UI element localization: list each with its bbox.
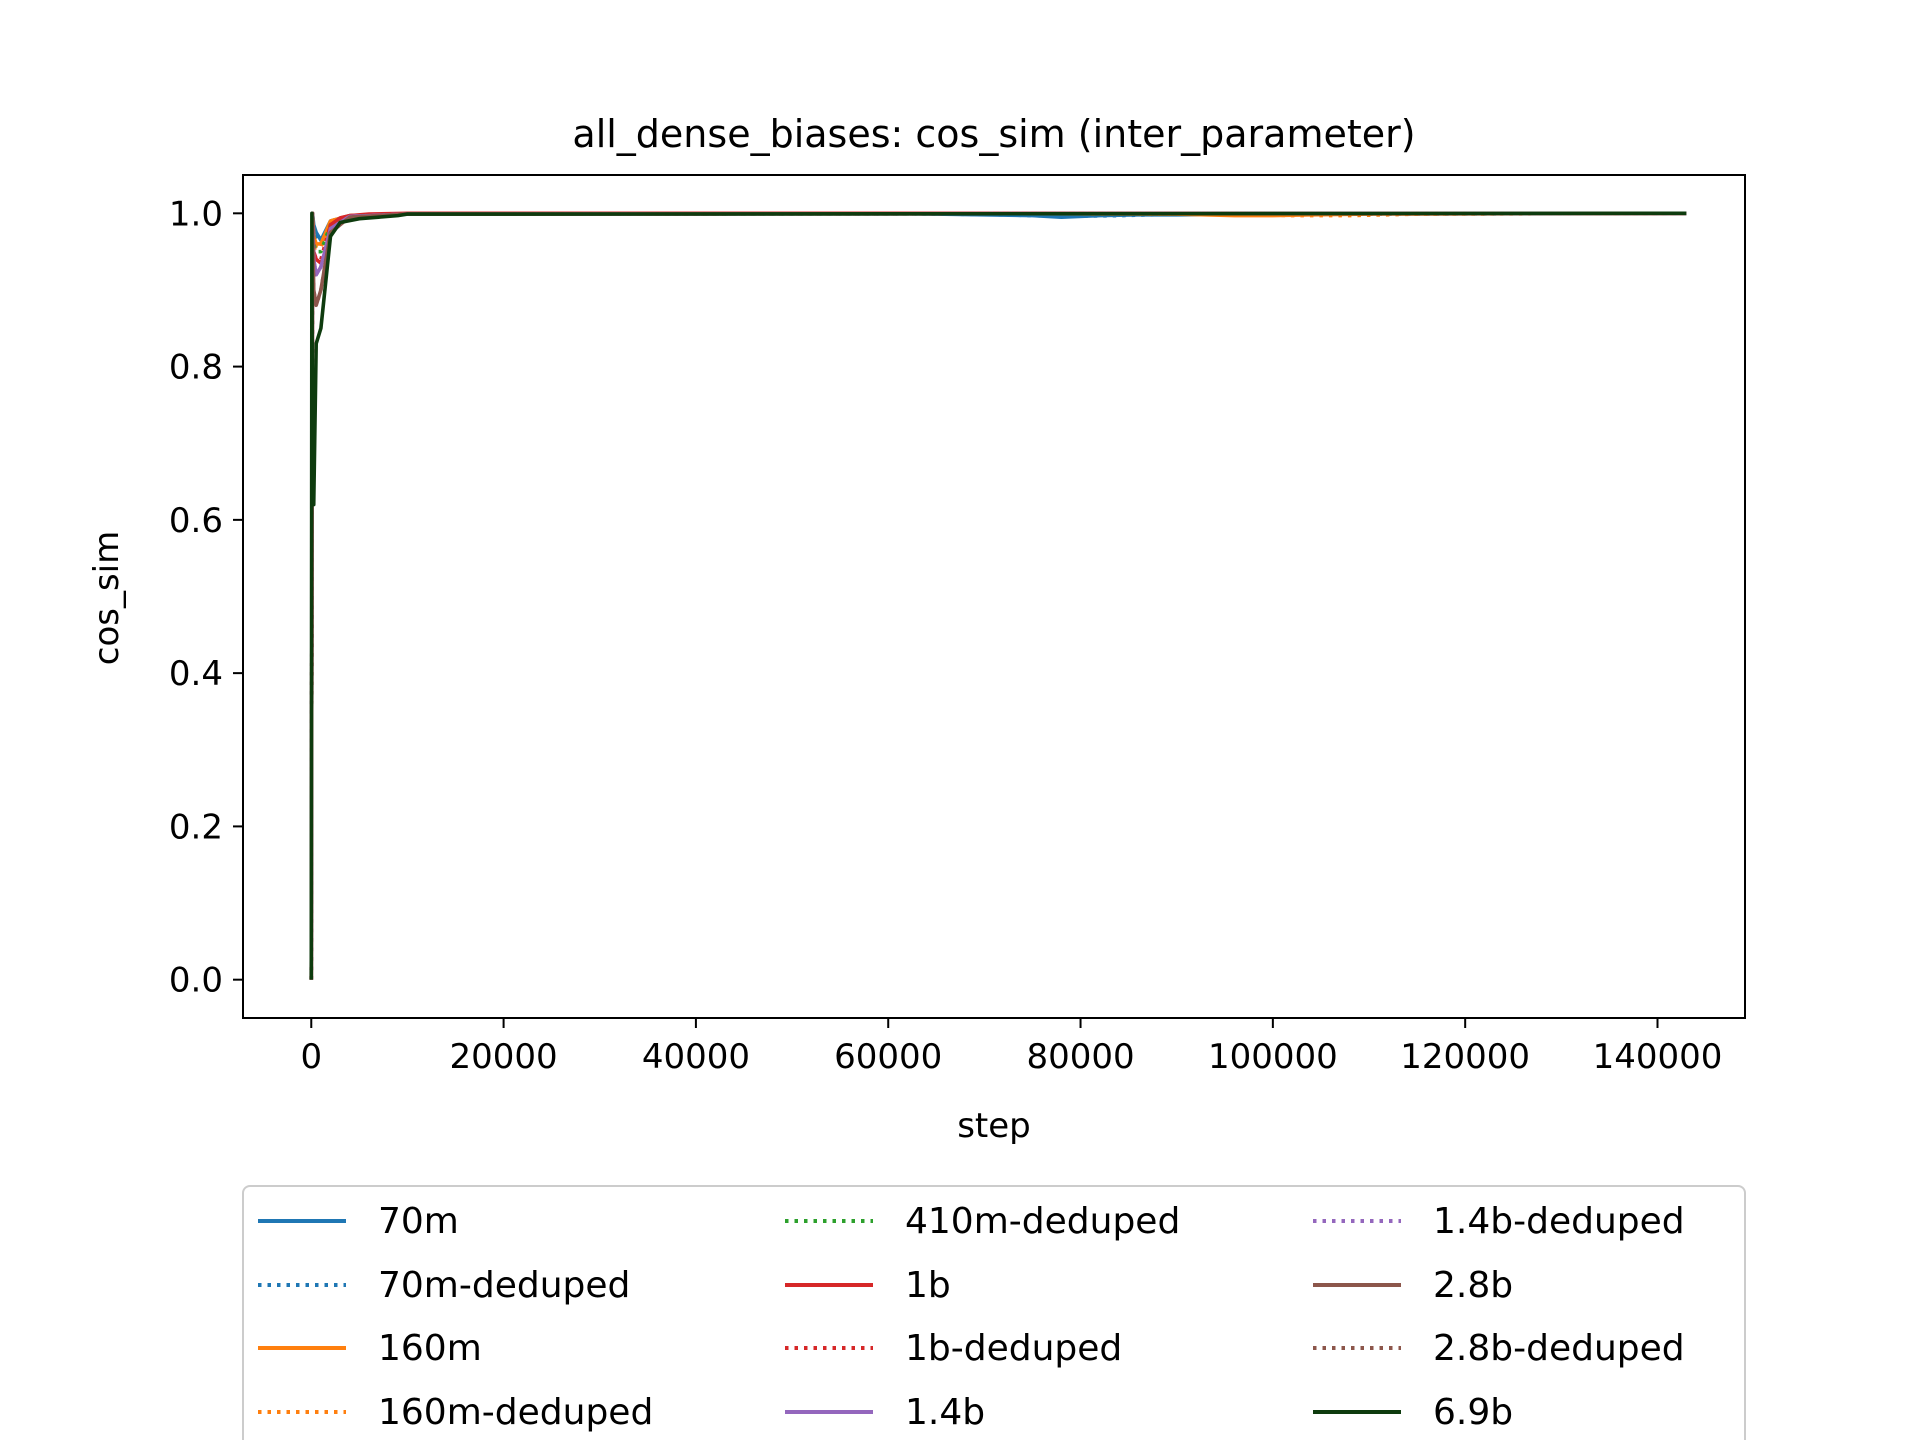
legend-label: 70m-deduped	[378, 1265, 630, 1306]
legend-item: 1b	[785, 1265, 951, 1306]
legend-label: 2.8b-deduped	[1433, 1328, 1685, 1369]
y-tick-label: 0.2	[169, 807, 223, 847]
x-tick-label: 100000	[1208, 1037, 1338, 1077]
legend-label: 70m	[378, 1201, 459, 1242]
plot-frame	[242, 174, 1746, 1019]
legend-label: 1b	[905, 1265, 951, 1306]
legend-item: 2.8b-deduped	[1313, 1328, 1685, 1369]
y-tick-label: 0.4	[169, 654, 223, 694]
x-tick-label: 80000	[1026, 1037, 1134, 1077]
legend-label: 1b-deduped	[905, 1328, 1122, 1369]
legend-frame	[242, 1185, 1746, 1444]
legend-item: 2.8b	[1313, 1265, 1513, 1306]
legend-label: 1.4b	[905, 1392, 985, 1433]
legend-item: 1b-deduped	[785, 1328, 1122, 1369]
legend-item: 6.9b	[1313, 1392, 1513, 1433]
legend-label: 410m-deduped	[905, 1201, 1180, 1242]
y-tick-label: 1.0	[169, 194, 223, 234]
y-tick-label: 0.8	[169, 348, 223, 388]
x-tick-label: 140000	[1593, 1037, 1723, 1077]
legend-item: 160m	[258, 1328, 482, 1369]
y-axis-label: cos_sim	[87, 531, 127, 666]
series-lines	[309, 211, 1687, 980]
y-axis: 0.0 0.2 0.4 0.6 0.8 1.0	[169, 194, 243, 1001]
legend-item: 1.4b	[785, 1392, 985, 1433]
legend-item: 160m-deduped	[258, 1392, 653, 1433]
y-tick-label: 0.0	[169, 961, 223, 1001]
legend-label: 1.4b-deduped	[1433, 1201, 1685, 1242]
y-tick-label: 0.6	[169, 501, 223, 541]
x-tick-label: 60000	[834, 1037, 942, 1077]
x-axis-label: step	[957, 1106, 1031, 1146]
legend: 70m 70m-deduped 160m 160m-deduped 410m-dedup…	[242, 1185, 1746, 1444]
x-axis: 0 20000 40000 60000 80000 100000 120000 140000	[300, 1018, 1722, 1077]
legend-item: 70m-deduped	[258, 1265, 630, 1306]
legend-label: 160m	[378, 1328, 482, 1369]
series-line-6.9b	[309, 211, 1687, 980]
legend-item: 1.4b-deduped	[1313, 1201, 1685, 1242]
plot-area	[242, 174, 1746, 1019]
x-tick-label: 40000	[642, 1037, 750, 1077]
chart-title: all_dense_biases: cos_sim (inter_paramet…	[572, 112, 1415, 156]
x-tick-label: 120000	[1400, 1037, 1530, 1077]
legend-label: 2.8b	[1433, 1265, 1513, 1306]
legend-label: 6.9b	[1433, 1392, 1513, 1433]
series-line-410m-deduped	[309, 211, 1687, 980]
legend-item: 70m	[258, 1201, 459, 1242]
x-tick-label: 0	[300, 1037, 322, 1077]
legend-label: 160m-deduped	[378, 1392, 653, 1433]
legend-item: 410m-deduped	[785, 1201, 1180, 1242]
x-tick-label: 20000	[450, 1037, 558, 1077]
